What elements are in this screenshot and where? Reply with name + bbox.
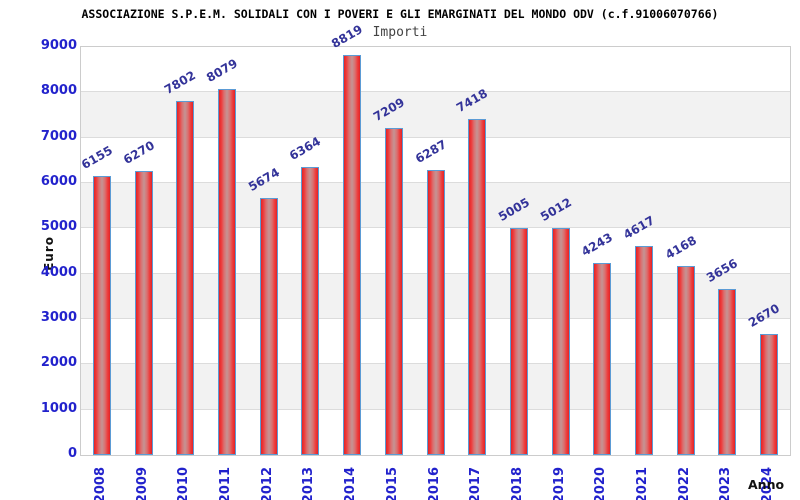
y-tick-label: 5000 [40, 219, 77, 235]
y-tick-label: 4000 [40, 264, 77, 280]
y-tick-label: 0 [67, 446, 77, 461]
y-tick-label: 3000 [40, 310, 77, 325]
chart-title: ASSOCIAZIONE S.P.E.M. SOLIDALI CON I POV… [81, 7, 719, 21]
chart-subtitle: Importi [372, 25, 428, 40]
bar-2010: 7802 [162, 68, 198, 455]
x-tick-label: 2010 [176, 467, 192, 500]
bar-2019: 5012 [538, 195, 574, 455]
bar-2022: 4168 [663, 233, 699, 455]
bar-2013: 6364 [287, 134, 323, 455]
bar-2017: 7418 [454, 86, 490, 455]
bar-2011: 8079 [204, 56, 240, 455]
x-tick-label: 2023 [718, 467, 734, 500]
x-tick-label: 2017 [468, 467, 484, 500]
x-tick-label: 2015 [384, 467, 400, 500]
x-tick-label: 2014 [343, 467, 359, 500]
plot-area: 0 1000 2000 3000 4000 5000 6000 7000 8000 9000 615… [41, 22, 791, 500]
bar-2008: 6155 [79, 143, 115, 455]
bar-2018: 5005 [496, 195, 532, 455]
y-tick-label: 8000 [40, 83, 77, 99]
bar-2024: 2670 [746, 301, 782, 455]
x-tick-label: 2011 [217, 467, 233, 500]
y-tick-label: 7000 [40, 128, 77, 144]
x-tick-label: 2018 [509, 467, 525, 500]
grid-band [81, 92, 790, 138]
x-tick-label: 2016 [426, 467, 442, 500]
bar-2020: 4243 [579, 230, 615, 455]
bar-2012: 5674 [246, 165, 282, 455]
bar-2015: 7209 [371, 95, 407, 455]
bar-2016: 6287 [413, 137, 448, 455]
bar-2023: 3656 [704, 256, 740, 455]
x-tick-label: 2021 [635, 467, 651, 500]
x-tick-label: 2019 [551, 467, 567, 500]
x-tick-label: 2008 [92, 467, 108, 500]
x-tick-label: 2020 [593, 467, 609, 500]
x-axis-title: Anno [748, 477, 785, 492]
y-tick-label: 1000 [40, 400, 77, 416]
x-tick-label: 2009 [134, 467, 150, 500]
y-tick-label: 2000 [40, 355, 77, 371]
gridline [81, 91, 790, 93]
bar-2009: 6270 [121, 138, 156, 455]
bar-2021: 4617 [621, 213, 657, 455]
x-tick-label: 2022 [676, 467, 692, 500]
gridline [81, 136, 790, 138]
x-tick-label: 2013 [301, 467, 317, 500]
y-tick-label: 6000 [40, 174, 77, 189]
x-tick-label: 2012 [259, 467, 275, 500]
y-tick-label: 9000 [40, 38, 77, 53]
bar-2014: 8819 [329, 22, 365, 455]
